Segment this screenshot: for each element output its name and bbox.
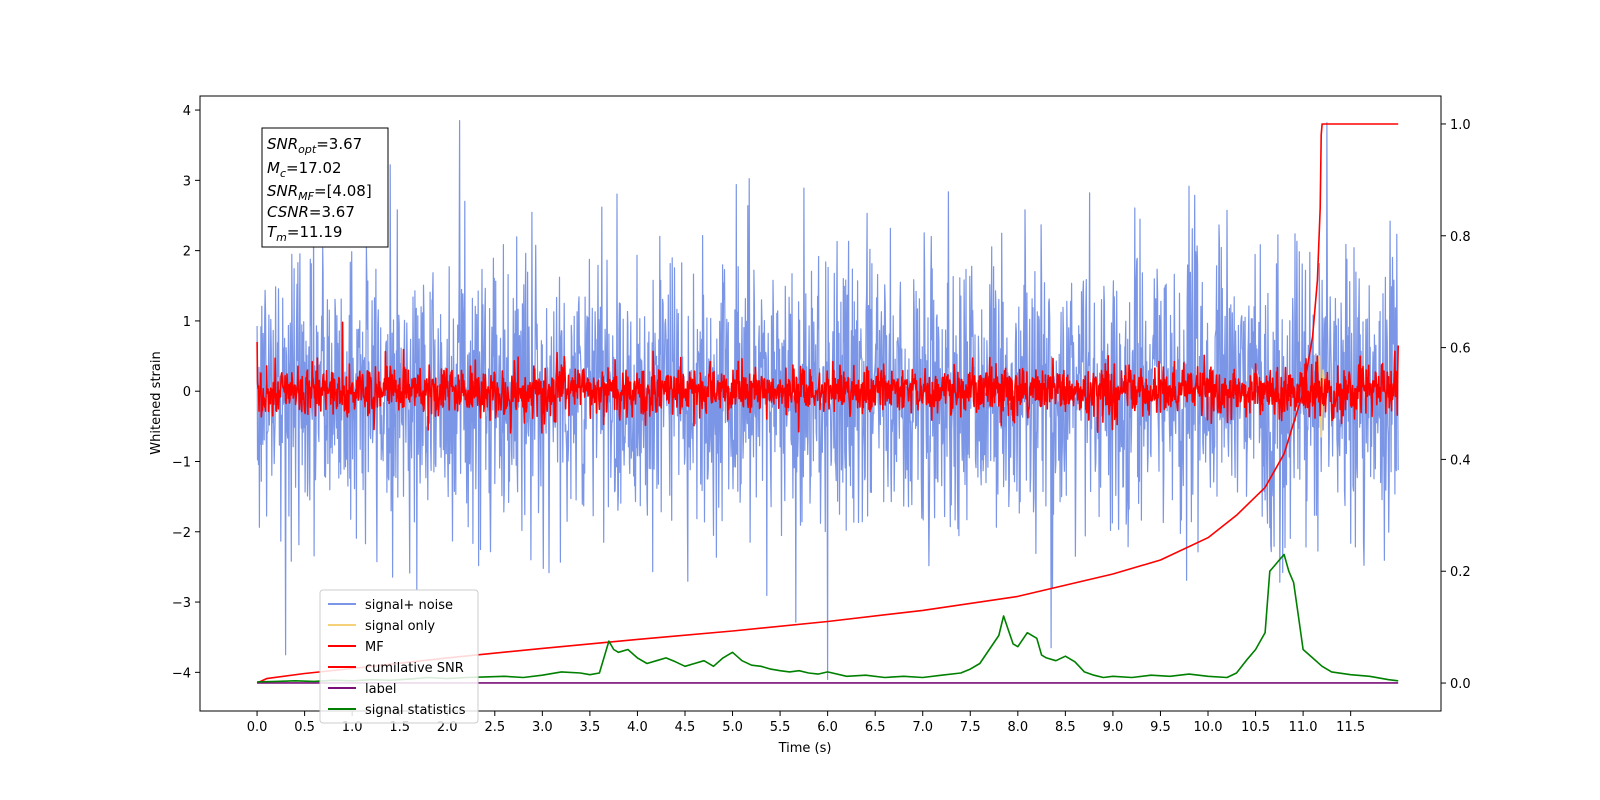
series-line-signal-statistics: [257, 553, 1399, 683]
legend: signal+ noise signal only MF cumilative …: [319, 589, 479, 724]
y-right-tick-label: 0.6: [1450, 342, 1471, 357]
y-left-tick-label: 1: [183, 315, 191, 330]
stats-box: SNRopt=3.67 Mc=17.02 SNRMF=[4.08] CSNR=3…: [261, 127, 389, 248]
legend-label-signal-statistics: signal statistics: [365, 703, 466, 718]
y-left-tick-label: −2: [172, 526, 191, 541]
x-tick-label: 5.5: [770, 720, 791, 735]
x-tick-label: 5.0: [722, 720, 743, 735]
legend-label-mf: MF: [365, 640, 384, 655]
legend-entry-label: label: [328, 682, 396, 697]
y-left-tick-label: 3: [183, 174, 191, 189]
stat-mc: Mc=17.02: [267, 159, 342, 180]
x-tick-label: 9.5: [1150, 720, 1171, 735]
y-right-tick-label: 0.0: [1450, 677, 1471, 692]
legend-entry-mf: MF: [328, 640, 384, 655]
y-right-tick-label: 0.2: [1450, 565, 1471, 580]
x-tick-label: 0.0: [247, 720, 268, 735]
legend-label-signal-only: signal only: [365, 619, 435, 634]
x-tick-label: 11.0: [1289, 720, 1318, 735]
legend-entry-signal-only: signal only: [328, 619, 435, 634]
x-tick-label: 4.5: [675, 720, 696, 735]
x-tick-label: 3.0: [532, 720, 553, 735]
legend-label-label: label: [365, 682, 396, 697]
x-tick-label: 2.0: [437, 720, 458, 735]
x-tick-label: 9.0: [1103, 720, 1124, 735]
y-right-tick-label: 0.8: [1450, 230, 1471, 245]
y-left-tick-label: 0: [183, 385, 191, 400]
legend-frame: [319, 589, 479, 724]
x-tick-label: 10.5: [1241, 720, 1270, 735]
x-tick-label: 7.5: [960, 720, 981, 735]
x-tick-label: 7.0: [912, 720, 933, 735]
x-tick-label: 1.5: [389, 720, 410, 735]
y-axis-left: 4 3 2 1 0 −1 −2 −3 −4: [172, 104, 200, 681]
plot-frame: [199, 95, 1442, 712]
y-left-tick-label: −4: [172, 666, 191, 681]
x-tick-label: 6.0: [817, 720, 838, 735]
legend-entry-signal-noise: signal+ noise: [328, 598, 453, 613]
y-right-tick-label: 0.4: [1450, 453, 1471, 468]
x-tick-label: 6.5: [865, 720, 886, 735]
x-tick-label: 8.0: [1007, 720, 1028, 735]
x-tick-label: 10.0: [1194, 720, 1223, 735]
x-tick-label: 0.5: [294, 720, 315, 735]
x-axis-title: Time (s): [778, 741, 832, 756]
y-axis-title: Whitened strain: [149, 351, 164, 454]
y-left-tick-label: 2: [183, 245, 191, 260]
legend-label-cumulative-snr: cumilative SNR: [365, 661, 464, 676]
series-line-mf: [256, 321, 1399, 434]
y-left-tick-label: 4: [183, 104, 191, 119]
legend-entry-signal-statistics: signal statistics: [328, 703, 466, 718]
x-tick-label: 4.0: [627, 720, 648, 735]
x-tick-label: 3.5: [580, 720, 601, 735]
stats-box-frame: [261, 127, 389, 248]
stat-csnr: CSNR=3.67: [267, 203, 355, 221]
x-tick-label: 11.5: [1336, 720, 1365, 735]
y-right-tick-label: 1.0: [1450, 118, 1471, 133]
stat-snr-opt: SNRopt=3.67: [267, 135, 362, 156]
legend-label-signal-noise: signal+ noise: [365, 598, 453, 613]
x-axis: 0.0 0.5 1.0 1.5 2.0 2.5 3.0 3.5 4.0 4.5 5.0 5.5 6.0 6…: [247, 711, 1365, 735]
x-tick-label: 8.5: [1055, 720, 1076, 735]
y-axis-right: 1.0 0.8 0.6 0.4 0.2 0.0: [1441, 118, 1471, 692]
y-left-tick-label: −3: [172, 596, 191, 611]
x-tick-label: 2.5: [484, 720, 505, 735]
x-tick-label: 1.0: [342, 720, 363, 735]
stat-snr-mf: SNRMF=[4.08]: [267, 182, 372, 203]
stat-tm: Tm=11.19: [267, 223, 342, 244]
legend-entry-cumulative-snr: cumilative SNR: [328, 661, 464, 676]
y-left-tick-label: −1: [172, 455, 191, 470]
